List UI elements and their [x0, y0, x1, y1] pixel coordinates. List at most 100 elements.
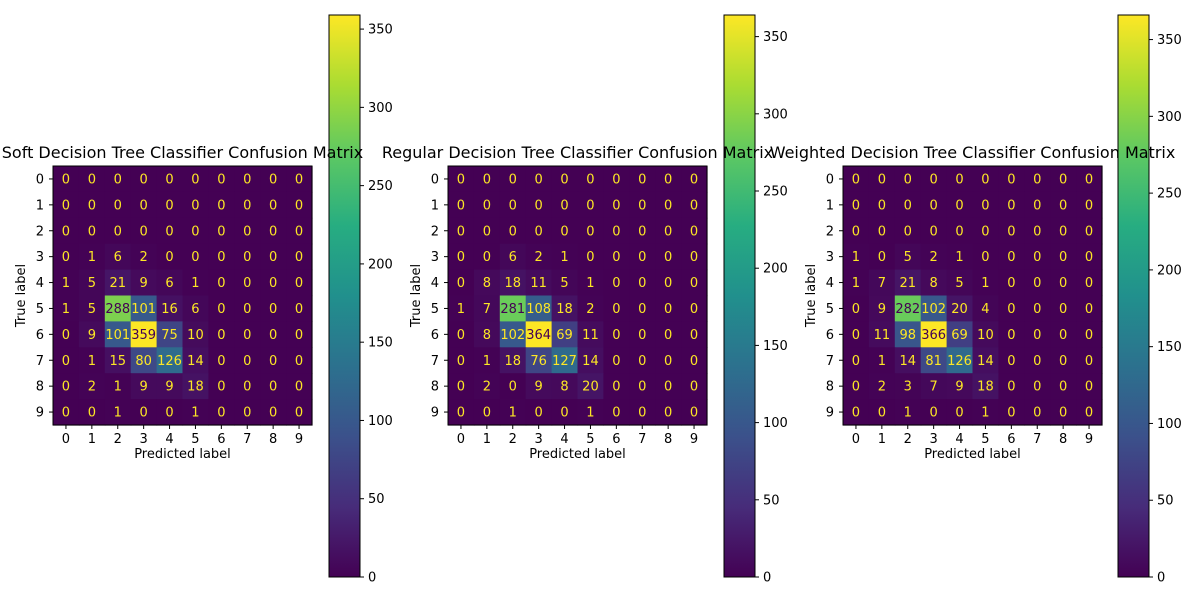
cell-value-label: 1	[586, 276, 594, 291]
heatmap-cell	[894, 269, 922, 297]
heatmap-cell	[920, 217, 948, 245]
cell-value-label: 1	[981, 406, 989, 421]
cell-value-label: 0	[664, 172, 672, 187]
heatmap-cell	[260, 243, 287, 271]
heatmap-cell	[655, 295, 682, 322]
cell-value-label: 0	[638, 406, 646, 421]
cell-value-label: 0	[509, 224, 517, 239]
cell-value-label: 0	[638, 328, 646, 343]
colorbar-tick-label: 150	[368, 336, 393, 351]
colorbar-tick-label: 300	[1157, 110, 1182, 125]
heatmap-cell	[286, 269, 313, 297]
y-tick-label: 5	[36, 302, 44, 317]
heatmap-cell	[1050, 269, 1077, 297]
colorbar-tick-label: 100	[763, 416, 788, 431]
heatmap-cell	[920, 399, 948, 426]
heatmap-cell	[1024, 166, 1051, 193]
cell-value-label: 11	[874, 328, 891, 343]
cell-value-label: 0	[955, 198, 963, 213]
cell-value-label: 0	[217, 276, 225, 291]
x-tick-label: 6	[1007, 432, 1015, 447]
cell-value-label: 0	[217, 172, 225, 187]
cell-value-label: 0	[62, 172, 70, 187]
cell-value-label: 0	[1007, 224, 1015, 239]
cell-value-label: 0	[1033, 198, 1041, 213]
cell-value-label: 0	[930, 406, 938, 421]
cell-value-label: 0	[217, 250, 225, 265]
cell-value-label: 0	[690, 250, 698, 265]
heatmap-cell	[53, 321, 80, 348]
cell-value-label: 0	[217, 224, 225, 239]
heatmap-cell	[260, 321, 287, 348]
heatmap-cell	[448, 399, 475, 426]
heatmap-cell	[1076, 166, 1103, 193]
heatmap-cell	[603, 295, 630, 322]
y-axis-label: True label	[14, 264, 29, 328]
colorbar-tick-label: 100	[368, 414, 393, 429]
heatmap-cell	[78, 295, 106, 322]
cell-value-label: 0	[586, 250, 594, 265]
heatmap-cell	[551, 373, 579, 400]
heatmap-cell	[525, 399, 553, 426]
heatmap-cell	[78, 243, 106, 271]
cell-value-label: 1	[852, 276, 860, 291]
cell-value-label: 76	[530, 354, 547, 369]
cell-value-label: 0	[191, 250, 199, 265]
cell-value-label: 9	[140, 276, 148, 291]
heatmap-cell	[130, 243, 158, 271]
cell-value-label: 0	[1059, 224, 1067, 239]
cell-value-label: 0	[243, 354, 251, 369]
cell-value-label: 2	[930, 250, 938, 265]
heatmap-cell	[104, 166, 132, 193]
heatmap-cell	[499, 373, 527, 400]
cell-value-label: 0	[690, 172, 698, 187]
heatmap-cell	[1076, 243, 1103, 271]
heatmap-cell	[130, 373, 158, 400]
x-tick-label: 9	[295, 432, 303, 447]
heatmap-cell	[1076, 373, 1103, 400]
cell-value-label: 0	[140, 224, 148, 239]
cell-value-label: 0	[269, 380, 277, 395]
cell-value-label: 0	[191, 172, 199, 187]
cell-value-label: 21	[899, 276, 916, 291]
cell-value-label: 0	[509, 380, 517, 395]
heatmap-cell	[920, 373, 948, 400]
colorbar-tick-label: 250	[1157, 187, 1182, 202]
heatmap-cell	[182, 399, 209, 426]
heatmap-cell	[208, 269, 235, 297]
cell-value-label: 0	[1007, 250, 1015, 265]
cell-value-label: 0	[217, 198, 225, 213]
cell-value-label: 0	[1059, 380, 1067, 395]
heatmap-cell	[104, 399, 132, 426]
cell-value-label: 0	[664, 380, 672, 395]
colorbar-tick-label: 250	[368, 179, 393, 194]
cell-value-label: 0	[852, 224, 860, 239]
heatmap-cell	[603, 191, 630, 219]
cell-value-label: 98	[899, 328, 916, 343]
cell-value-label: 0	[243, 224, 251, 239]
cell-value-label: 10	[977, 328, 994, 343]
heatmap-cell	[525, 243, 553, 271]
heatmap-cell	[1076, 191, 1103, 219]
heatmap-cell	[894, 399, 922, 426]
heatmap-cell	[286, 166, 313, 193]
heatmap-cell	[1050, 373, 1077, 400]
cell-value-label: 14	[187, 354, 204, 369]
cell-value-label: 1	[114, 380, 122, 395]
heatmap-cell	[629, 269, 656, 297]
heatmap-cell	[156, 269, 184, 297]
cell-value-label: 10	[187, 328, 204, 343]
y-axis-label: True label	[409, 264, 424, 328]
heatmap-cell	[156, 399, 184, 426]
chart-title: Regular Decision Tree Classifier Confusi…	[382, 143, 773, 162]
heatmap-cell	[920, 347, 948, 374]
heatmap-cell	[577, 347, 604, 374]
heatmap-cell	[920, 243, 948, 271]
heatmap-cell	[894, 217, 922, 245]
cell-value-label: 288	[105, 302, 130, 317]
cell-value-label: 0	[243, 276, 251, 291]
colorbar-tick-label: 0	[1157, 571, 1165, 586]
axes-frame	[52, 165, 313, 426]
heatmap-cell	[525, 217, 553, 245]
heatmap-cell	[1076, 347, 1103, 374]
